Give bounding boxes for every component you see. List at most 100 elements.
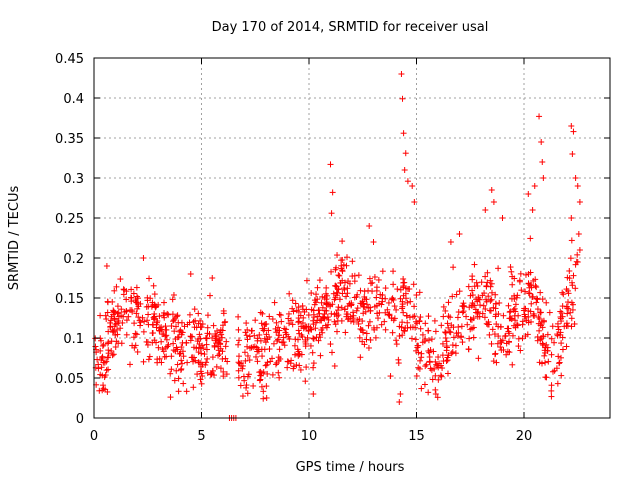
data-point [131,320,138,327]
data-point [488,289,495,296]
data-point [564,274,571,281]
data-point [310,360,317,367]
data-point [548,382,555,389]
data-point [403,312,410,319]
data-point [239,362,246,369]
data-point [371,273,378,280]
data-point [127,307,134,314]
data-point [206,331,213,338]
data-point [334,286,341,293]
data-point [432,391,439,397]
data-point [217,341,224,348]
data-point [144,317,151,324]
data-point [488,340,495,347]
data-point [512,308,519,315]
x-tick-label: 5 [197,429,205,444]
data-point [153,324,160,331]
data-point [323,307,330,314]
data-point [502,332,509,339]
data-point [343,254,350,261]
data-point [325,316,332,323]
data-point [398,71,405,77]
data-point [130,290,137,297]
data-point [529,207,536,213]
data-point [448,350,455,357]
data-point [262,339,269,346]
data-point [172,323,179,330]
data-point [517,270,524,277]
data-point [298,351,305,358]
data-point [509,273,516,280]
data-point [449,293,456,300]
data-point [418,354,425,361]
data-point [334,307,341,314]
data-point [133,310,140,317]
data-point [168,366,175,373]
data-point [103,367,110,374]
data-point [343,293,350,300]
data-point [346,280,353,287]
data-point [515,335,522,342]
data-point [499,215,506,221]
data-point [574,183,581,189]
data-point [365,305,372,312]
data-point [411,199,418,205]
data-point [286,336,293,343]
data-point [260,388,267,395]
data-point [456,288,463,295]
data-point [456,231,463,237]
data-point [516,278,523,285]
data-point [548,351,555,358]
data-point [537,322,544,329]
data-point [114,303,121,310]
data-point [186,311,193,318]
data-point [312,325,319,332]
data-point [105,328,112,335]
data-point [271,299,278,306]
data-point [428,336,435,343]
data-point [204,355,211,362]
data-point [399,319,406,326]
data-point [161,299,168,306]
data-point [139,314,146,321]
data-point [133,284,140,291]
data-point [572,285,579,292]
data-point [536,113,543,120]
data-point [162,344,169,351]
data-point [209,334,216,341]
data-point [536,315,543,322]
data-point [399,332,406,339]
data-point [313,291,320,298]
data-point [400,130,407,137]
data-point [490,199,497,205]
data-point [260,395,267,402]
data-point [533,299,540,306]
data-point [146,275,153,282]
y-axis-label: SRMTID / TECUs [7,186,22,291]
data-point [110,308,117,315]
data-point [549,323,556,330]
data-point [443,343,450,350]
data-point [346,300,353,307]
data-point [568,323,575,330]
data-point [454,314,461,321]
data-point [526,284,533,291]
data-point [257,337,264,344]
data-point [473,309,480,316]
data-point [525,319,532,326]
data-point [385,311,392,318]
data-point [183,339,190,346]
data-point [534,306,541,313]
data-point [540,318,547,325]
data-point [554,320,561,327]
data-point [292,300,299,307]
data-point [275,357,282,364]
data-point [554,380,561,387]
data-point [180,353,187,360]
data-point [278,318,285,325]
data-point [165,311,172,318]
data-point [315,307,322,314]
data-point [258,370,265,377]
data-point [426,359,433,366]
data-point [303,323,310,330]
